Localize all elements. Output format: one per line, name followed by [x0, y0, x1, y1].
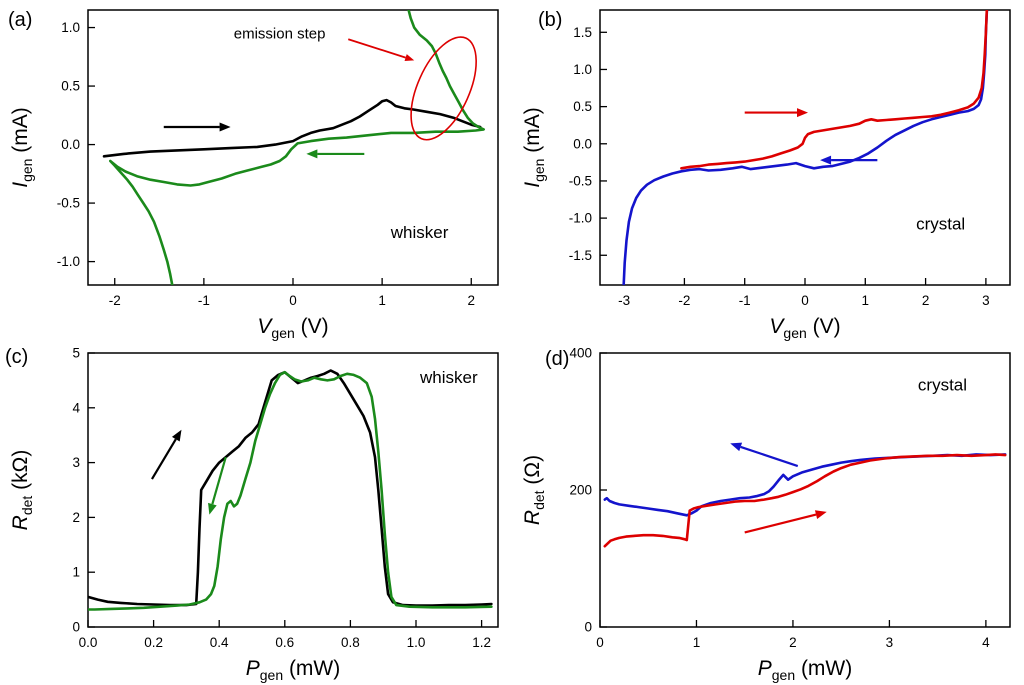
svg-text:1: 1	[72, 565, 80, 580]
svg-text:Rdet (Ω): Rdet (Ω)	[521, 455, 547, 525]
svg-text:3: 3	[72, 455, 80, 470]
svg-text:(b): (b)	[538, 9, 562, 31]
svg-text:Vgen (V): Vgen (V)	[769, 315, 840, 341]
svg-text:0.2: 0.2	[144, 635, 163, 650]
chart-b-iv-crystal: -3 -2 -1 0 1 2 3 -1.5 -1.0 -0.5 0.0 0.5 1.0 1.5 (b) cry…	[521, 9, 1011, 341]
svg-text:(d): (d)	[545, 348, 569, 370]
svg-text:emission step: emission step	[234, 25, 326, 42]
svg-text:(a): (a)	[8, 9, 32, 31]
svg-text:crystal: crystal	[918, 376, 967, 395]
svg-text:0: 0	[801, 293, 809, 308]
svg-text:4: 4	[72, 400, 80, 415]
svg-text:Rdet (kΩ): Rdet (kΩ)	[9, 450, 35, 531]
svg-text:0.6: 0.6	[275, 635, 294, 650]
svg-text:2: 2	[922, 293, 930, 308]
svg-text:Vgen (V): Vgen (V)	[257, 315, 328, 341]
svg-text:1.0: 1.0	[573, 62, 592, 77]
svg-text:0: 0	[289, 293, 297, 308]
svg-text:4: 4	[982, 635, 990, 650]
svg-text:3: 3	[982, 293, 990, 308]
panel-a: -2 -1 0 1 2 -1.0 -0.5 0.0 0.5 1.0 emission step (a)…	[0, 0, 512, 343]
panel-c: 0.0 0.2 0.4 0.6 0.8 1.0 1.2 0 1 2 3 4 5 (c) whisker Pge…	[0, 343, 512, 685]
svg-text:200: 200	[569, 483, 592, 498]
svg-text:0.5: 0.5	[61, 79, 80, 94]
svg-text:0.0: 0.0	[573, 136, 592, 151]
svg-text:0: 0	[72, 620, 80, 635]
svg-text:0.8: 0.8	[341, 635, 360, 650]
svg-text:2: 2	[789, 635, 797, 650]
svg-text:whisker: whisker	[390, 223, 449, 242]
svg-text:-3: -3	[618, 293, 630, 308]
svg-text:-1: -1	[739, 293, 751, 308]
svg-text:-1: -1	[198, 293, 210, 308]
svg-text:-0.5: -0.5	[57, 196, 80, 211]
svg-text:Igen (mA): Igen (mA)	[9, 107, 35, 188]
svg-text:whisker: whisker	[419, 368, 478, 387]
svg-text:1.0: 1.0	[407, 635, 426, 650]
panel-b: -3 -2 -1 0 1 2 3 -1.5 -1.0 -0.5 0.0 0.5 1.0 1.5 (b) cry…	[512, 0, 1024, 343]
svg-text:-1.0: -1.0	[569, 211, 592, 226]
svg-text:0.4: 0.4	[210, 635, 229, 650]
chart-c-resistance-whisker: 0.0 0.2 0.4 0.6 0.8 1.0 1.2 0 1 2 3 4 5 (c) whisker Pge…	[5, 346, 499, 683]
panel-d: 0 1 2 3 4 0 200 400 (d) crystal Pgen (mW) Rdet (Ω)	[512, 343, 1024, 685]
svg-text:Pgen (mW): Pgen (mW)	[758, 657, 853, 683]
svg-text:crystal: crystal	[916, 214, 965, 233]
svg-text:-1.0: -1.0	[57, 254, 80, 269]
svg-text:Igen (mA): Igen (mA)	[521, 107, 547, 188]
svg-text:0.0: 0.0	[79, 635, 98, 650]
svg-text:1: 1	[862, 293, 870, 308]
svg-text:3: 3	[886, 635, 894, 650]
svg-text:-2: -2	[109, 293, 121, 308]
svg-text:1.2: 1.2	[472, 635, 491, 650]
svg-text:(c): (c)	[5, 346, 28, 368]
svg-text:0: 0	[596, 635, 604, 650]
svg-text:2: 2	[468, 293, 476, 308]
svg-text:0: 0	[584, 620, 592, 635]
svg-text:-1.5: -1.5	[569, 248, 592, 263]
svg-text:1: 1	[693, 635, 701, 650]
svg-text:1: 1	[378, 293, 386, 308]
svg-text:400: 400	[569, 346, 592, 361]
svg-text:1.5: 1.5	[573, 25, 592, 40]
chart-d-resistance-crystal: 0 1 2 3 4 0 200 400(d) crystal Pgen (mW) Rdet (Ω)	[521, 346, 1011, 683]
svg-text:1.0: 1.0	[61, 20, 80, 35]
svg-text:2: 2	[72, 510, 80, 525]
svg-text:5: 5	[72, 346, 80, 361]
svg-text:-2: -2	[678, 293, 690, 308]
svg-text:0.5: 0.5	[573, 99, 592, 114]
svg-text:Pgen (mW): Pgen (mW)	[246, 657, 341, 683]
svg-text:0.0: 0.0	[61, 137, 80, 152]
chart-a-iv-whisker: -2 -1 0 1 2 -1.0 -0.5 0.0 0.5 1.0 emission step (a)…	[8, 9, 499, 341]
svg-text:-0.5: -0.5	[569, 173, 592, 188]
